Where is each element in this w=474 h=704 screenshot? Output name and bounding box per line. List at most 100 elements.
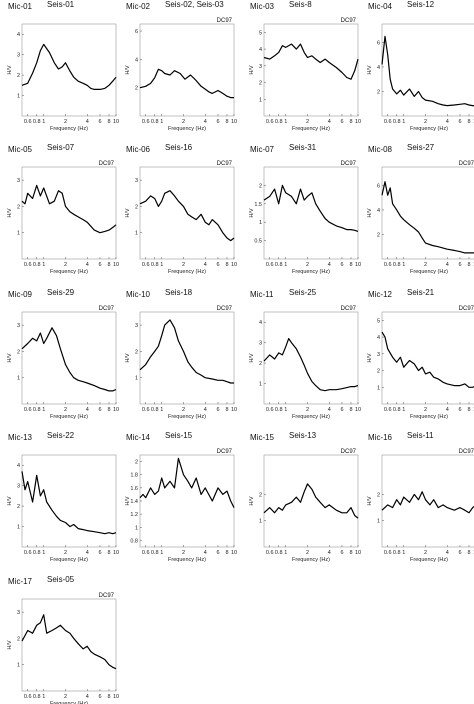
y-tick-label: 3 [259, 341, 262, 347]
y-tick-label: 6 [135, 29, 138, 35]
x-tick-label: 0.6 [24, 550, 32, 556]
y-tick-label: 2 [377, 369, 380, 375]
x-tick-label: 10 [231, 262, 237, 268]
x-tick-label: 6 [458, 262, 461, 268]
panel-tag-label: DC97 [459, 161, 474, 167]
y-tick-label: 1 [17, 663, 20, 669]
x-tick-label: 6 [216, 262, 219, 268]
panel-mic-label: Mic-12 [368, 290, 393, 299]
x-tick-label: 1 [42, 119, 45, 125]
x-tick-label: 2 [182, 407, 185, 413]
x-tick-label: 2 [64, 694, 67, 700]
x-tick-label: 0.6 [142, 550, 150, 556]
y-tick-label: 1 [259, 220, 262, 226]
x-tick-label: 4 [86, 550, 89, 556]
x-axis-title: Frequency (Hz) [50, 701, 88, 704]
panel-mic-label: Mic-01 [8, 2, 33, 11]
panel-tag-label: DC97 [341, 306, 357, 312]
y-tick-label: 6 [377, 183, 380, 189]
x-axis-title: Frequency (Hz) [410, 269, 448, 275]
x-tick-label: 10 [113, 694, 119, 700]
x-tick-label: 2 [64, 550, 67, 556]
y-tick-label: 2 [17, 636, 20, 642]
x-tick-label: 4 [446, 262, 449, 268]
y-tick-label: 3 [135, 323, 138, 329]
x-tick-label: 2 [64, 262, 67, 268]
x-tick-label: 1 [402, 407, 405, 413]
x-tick-label: 1 [402, 119, 405, 125]
x-tick-label: 8 [225, 262, 228, 268]
x-tick-label: 0.6 [142, 407, 150, 413]
x-tick-label: 1 [160, 262, 163, 268]
y-axis-title: H/V [367, 353, 373, 363]
y-tick-label: 2 [259, 361, 262, 367]
x-tick-label: 2 [182, 119, 185, 125]
y-tick-label: 1 [259, 382, 262, 388]
y-tick-label: 3 [17, 178, 20, 184]
x-tick-label: 1 [402, 550, 405, 556]
panel-seis-label: Seis-31 [289, 143, 317, 152]
y-tick-label: 1.5 [254, 202, 262, 208]
y-tick-label: 1.2 [130, 512, 138, 518]
x-tick-label: 0.8 [151, 119, 159, 125]
plot-frame [21, 166, 117, 260]
x-tick-label: 0.6 [266, 119, 274, 125]
x-tick-label: 8 [107, 262, 110, 268]
panel-seis-label: Seis-8 [289, 0, 312, 9]
x-tick-label: 6 [216, 407, 219, 413]
y-tick-label: 0.5 [254, 239, 262, 245]
x-tick-label: 4 [86, 407, 89, 413]
panel-tag-label: DC97 [459, 449, 474, 455]
x-tick-label: 4 [446, 119, 449, 125]
x-tick-label: 8 [225, 119, 228, 125]
x-tick-label: 0.6 [24, 119, 32, 125]
y-axis-title: H/V [7, 208, 13, 218]
y-tick-label: 3 [135, 178, 138, 184]
x-tick-label: 2 [64, 119, 67, 125]
x-tick-label: 0.6 [24, 407, 32, 413]
x-tick-label: 4 [446, 550, 449, 556]
hv-curve [21, 471, 117, 535]
x-axis-title: Frequency (Hz) [292, 557, 330, 563]
x-tick-label: 4 [204, 262, 207, 268]
x-tick-label: 1 [284, 407, 287, 413]
x-tick-label: 0.8 [33, 550, 41, 556]
panel-mic-label: Mic-10 [126, 290, 151, 299]
panel-seis-label: Seis-27 [407, 143, 435, 152]
y-axis-title: H/V [249, 496, 255, 506]
x-tick-label: 10 [355, 550, 361, 556]
hv-curve [381, 181, 474, 254]
x-tick-label: 10 [113, 407, 119, 413]
y-axis-title: H/V [249, 65, 255, 75]
x-axis-title: Frequency (Hz) [292, 414, 330, 420]
panel-mic-16: Mic-16Seis-11DC97120.60.81246810Frequenc… [367, 431, 474, 563]
panel-mic-label: Mic-05 [8, 145, 33, 154]
y-tick-label: 1.6 [130, 486, 138, 492]
x-axis-title: Frequency (Hz) [292, 269, 330, 275]
x-axis-title: Frequency (Hz) [50, 414, 88, 420]
y-tick-label: 2 [135, 86, 138, 92]
y-tick-label: 4 [377, 335, 380, 341]
y-tick-label: 1 [135, 525, 138, 531]
x-tick-label: 1 [160, 407, 163, 413]
x-tick-label: 0.6 [266, 262, 274, 268]
x-tick-label: 0.6 [266, 407, 274, 413]
x-axis-title: Frequency (Hz) [50, 557, 88, 563]
y-tick-label: 3 [17, 484, 20, 490]
panel-mic-label: Mic-14 [126, 433, 151, 442]
y-tick-label: 1 [377, 519, 380, 525]
y-tick-label: 0.8 [130, 538, 138, 544]
panel-mic-label: Mic-02 [126, 2, 151, 11]
y-axis-title: H/V [7, 496, 13, 506]
x-tick-label: 8 [467, 262, 470, 268]
panel-seis-label: Seis-16 [165, 143, 193, 152]
plot-frame [381, 23, 474, 117]
panel-mic-label: Mic-07 [250, 145, 275, 154]
hv-curve [263, 483, 359, 519]
y-axis-title: H/V [7, 65, 13, 75]
